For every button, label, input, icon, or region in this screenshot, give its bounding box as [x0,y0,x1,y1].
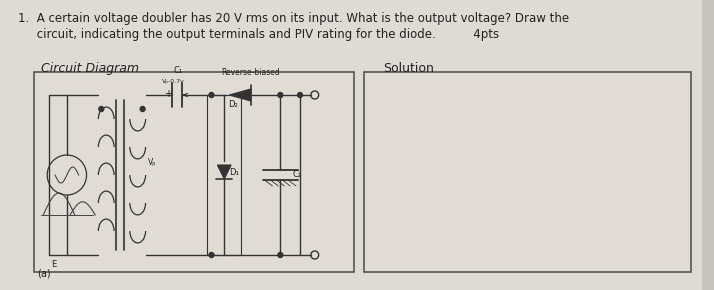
Text: -: - [183,89,186,99]
Text: circuit, indicating the output terminals and PIV rating for the diode.          : circuit, indicating the output terminals… [18,28,499,41]
Text: Vₚ-0.7v: Vₚ-0.7v [162,79,185,84]
Text: E: E [51,260,56,269]
Bar [206,95,241,255]
Circle shape [99,106,104,111]
Text: Circuit Diagram: Circuit Diagram [41,62,139,75]
Circle shape [298,93,303,97]
Text: Solution: Solution [383,62,435,75]
Text: (a): (a) [37,268,51,278]
Text: +: + [164,89,172,99]
Circle shape [209,253,214,258]
Text: D₁: D₁ [229,168,239,177]
Circle shape [278,93,283,97]
Text: Reverse-biased: Reverse-biased [221,68,280,77]
Text: 1.  A certain voltage doubler has 20 V rms on its input. What is the output volt: 1. A certain voltage doubler has 20 V rm… [18,12,569,25]
Circle shape [209,93,214,97]
Bar [364,72,691,272]
Text: D₂: D₂ [228,100,238,109]
Text: Vₚ: Vₚ [148,158,156,167]
Circle shape [278,253,283,258]
Bar [34,72,354,272]
Circle shape [140,106,145,111]
Polygon shape [217,165,231,179]
Text: C₁: C₁ [173,66,182,75]
Text: C₂: C₂ [292,170,301,179]
Polygon shape [229,89,251,101]
